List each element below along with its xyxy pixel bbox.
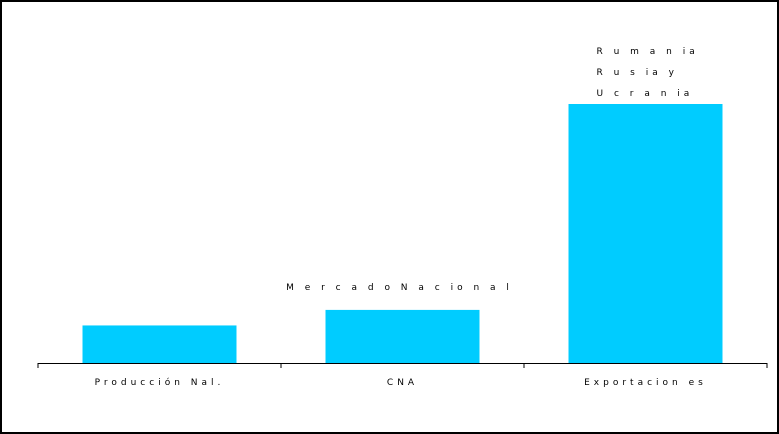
x-tick-label: Exportacion es [584, 378, 707, 388]
bar-1 [82, 325, 237, 363]
x-tick-label: Producción Nal. [95, 377, 225, 388]
x-tick-label: CNA [387, 378, 418, 388]
x-tick-labels-layer: Producción Nal. CNA Exportacion es [95, 377, 707, 388]
annotations-layer: M e r c a d o N a c io n a l R u m a n ia… [286, 47, 699, 293]
x-ticks-layer [37, 363, 768, 368]
bar-2 [325, 309, 480, 363]
annotation-mercado-nacional: M e r c a d o N a c io n a l [286, 283, 513, 293]
bar-3 [568, 104, 723, 363]
bars-layer [82, 104, 723, 363]
